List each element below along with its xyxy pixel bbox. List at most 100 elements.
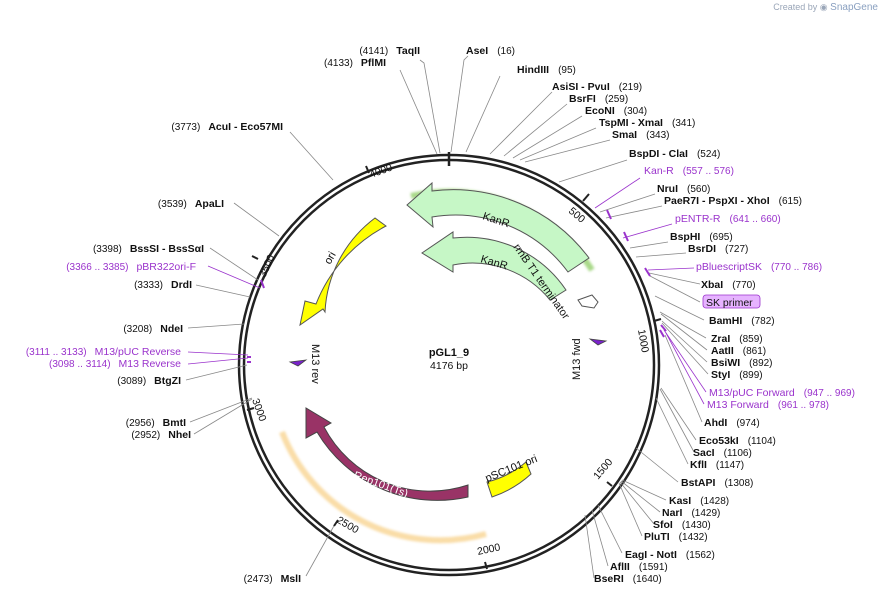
tick-label-2000: 2000: [476, 541, 501, 558]
site-pos-bsrdi: (727): [725, 244, 748, 255]
site-pos-kfli: (1147): [716, 460, 744, 471]
snapgene-credit: Created by ◉ SnapGene: [773, 2, 878, 13]
site-label-apali: ApaLI: [195, 198, 224, 210]
site-pos-pflmi: (4133): [324, 58, 353, 69]
site-label-eco53ki: Eco53kI: [699, 435, 739, 447]
site-label-aatii: AatII: [711, 345, 734, 357]
site-pos-pluti: (1432): [679, 532, 708, 543]
site-pos-bsphi: (695): [709, 232, 732, 243]
site-pos-bsssi-bsss-i: (3398): [93, 244, 122, 255]
site-pos-nhei: (2952): [131, 430, 160, 441]
site-label-hindiii: HindIII: [517, 64, 549, 76]
terminator-glyph: [577, 294, 599, 309]
site-pos-eagi-noti: (1562): [686, 550, 715, 561]
site-pos-bsiwi: (892): [749, 358, 772, 369]
site-label-kasi: KasI: [669, 495, 691, 507]
rep101-arrow[interactable]: [305, 407, 469, 501]
site-label-bsiwi: BsiWI: [711, 357, 740, 369]
site-pos-styi: (899): [739, 370, 762, 381]
site-pos-m13-forward: (961 .. 978): [778, 400, 829, 411]
site-label-kan-r: Kan-R: [644, 165, 674, 177]
site-label-bsrdi: BsrDI: [688, 243, 716, 255]
tick-label-3500: 3500: [257, 253, 278, 279]
site-pos-pentr-r: (641 .. 660): [730, 214, 781, 225]
site-label-zrai: ZraI: [711, 333, 730, 345]
site-pos-eco53ki: (1104): [748, 436, 776, 447]
m13fwd-arrow[interactable]: [588, 338, 608, 346]
sk-primer-box[interactable]: [702, 294, 761, 309]
site-pos-pbr322ori-f: (3366 .. 3385): [66, 262, 128, 273]
credit-prefix: Created by: [773, 2, 818, 12]
site-pos-m13-puc-reverse: (3111 .. 3133): [26, 347, 87, 358]
kanr-outer-arrow[interactable]: [406, 181, 590, 273]
site-pos-ndei: (3208): [123, 324, 152, 335]
site-label-pbluescriptsk: pBluescriptSK: [696, 261, 762, 273]
site-label-aflii: AflII: [610, 561, 630, 573]
site-label-pentr-r: pENTR-R: [675, 213, 721, 225]
ori-label: ori: [322, 250, 339, 267]
site-label-eagi-noti: EagI - NotI: [625, 549, 677, 561]
credit-brand: SnapGene: [830, 2, 878, 13]
site-pos-kan-r: (557 .. 576): [683, 166, 734, 177]
site-pos-ahdi: (974): [736, 418, 759, 429]
plasmid-name: pGL1_9: [429, 347, 469, 359]
site-pos-btgzi: (3089): [117, 376, 146, 387]
site-pos-econi: (304): [624, 106, 647, 117]
site-label-bamhi: BamHI: [709, 315, 742, 327]
site-label-smai: SmaI: [612, 129, 637, 141]
m13rev-arrow[interactable]: [288, 359, 308, 367]
rep101-glow: [279, 430, 487, 544]
site-label-sk-primer: SK primer: [706, 297, 753, 309]
site-label-sfoi: SfoI: [653, 519, 673, 531]
size-ticks: [246, 165, 662, 570]
site-pos-bsrfi: (259): [605, 94, 628, 105]
site-label-nrui: NruI: [657, 183, 678, 195]
site-pos-bamhi: (782): [751, 316, 774, 327]
site-label-acui-eco57mi: AcuI - Eco57MI: [208, 121, 283, 133]
site-pos-taqii: (4141): [359, 46, 388, 57]
m13fwd-label: M13 fwd: [571, 338, 583, 380]
site-pos-sfoi: (1430): [682, 520, 711, 531]
psc101-ori-arrow[interactable]: [486, 461, 532, 498]
site-label-pbr322ori-f: pBR322ori-F: [136, 261, 196, 273]
site-label-drdi: DrdI: [171, 279, 192, 291]
site-label-btgzi: BtgZI: [154, 375, 181, 387]
site-label-taqii: TaqII: [396, 45, 420, 57]
site-pos-bmti: (2956): [126, 418, 155, 429]
site-label-styi: StyI: [711, 369, 730, 381]
site-label-bmti: BmtI: [163, 417, 186, 429]
site-label-paer7i-pspxi-xhoi: PaeR7I - PspXI - XhoI: [664, 195, 770, 207]
site-pos-hindiii: (95): [558, 65, 576, 76]
site-label-bsphi: BspHI: [670, 231, 700, 243]
site-label-saci: SacI: [693, 447, 715, 459]
site-label-m13-forward: M13 Forward: [707, 399, 769, 411]
site-label-pflmi: PflMI: [361, 57, 386, 69]
site-pos-bspdi-clai: (524): [697, 149, 720, 160]
site-label-econi: EcoNI: [585, 105, 615, 117]
site-leader-lines: [185, 55, 709, 579]
site-pos-acui-eco57mi: (3773): [171, 122, 200, 133]
site-pos-bseri: (1640): [633, 574, 662, 585]
site-label-tspmi-xmai: TspMI - XmaI: [599, 117, 663, 129]
site-label-m13-reverse: M13 Reverse: [119, 358, 182, 370]
tick-label-1000: 1000: [635, 328, 651, 353]
ori-arrow[interactable]: [299, 217, 387, 327]
site-pos-apali: (3539): [158, 199, 187, 210]
site-label-m13-puc-forward: M13/pUC Forward: [709, 387, 795, 399]
site-label-kfli: KflI: [690, 459, 707, 471]
rep101-label: Rep101(Ts): [352, 470, 410, 501]
site-pos-aatii: (861): [743, 346, 766, 357]
site-pos-m13-puc-forward: (947 .. 969): [804, 388, 855, 399]
kanr-inner-arrow[interactable]: [421, 231, 567, 301]
site-label-bsrfi: BsrFI: [569, 93, 596, 105]
site-pos-nari: (1429): [691, 508, 720, 519]
plasmid-size: 4176 bp: [430, 360, 468, 372]
site-label-ndei: NdeI: [160, 323, 183, 335]
site-label-pluti: PluTI: [644, 531, 670, 543]
site-pos-paer7i-pspxi-xhoi: (615): [779, 196, 802, 207]
site-pos-drdi: (3333): [134, 280, 163, 291]
site-pos-saci: (1106): [724, 448, 752, 459]
site-pos-asisi-pvui: (219): [619, 82, 642, 93]
site-pos-aflii: (1591): [639, 562, 668, 573]
site-label-m13-puc-reverse: M13/pUC Reverse: [95, 346, 182, 358]
